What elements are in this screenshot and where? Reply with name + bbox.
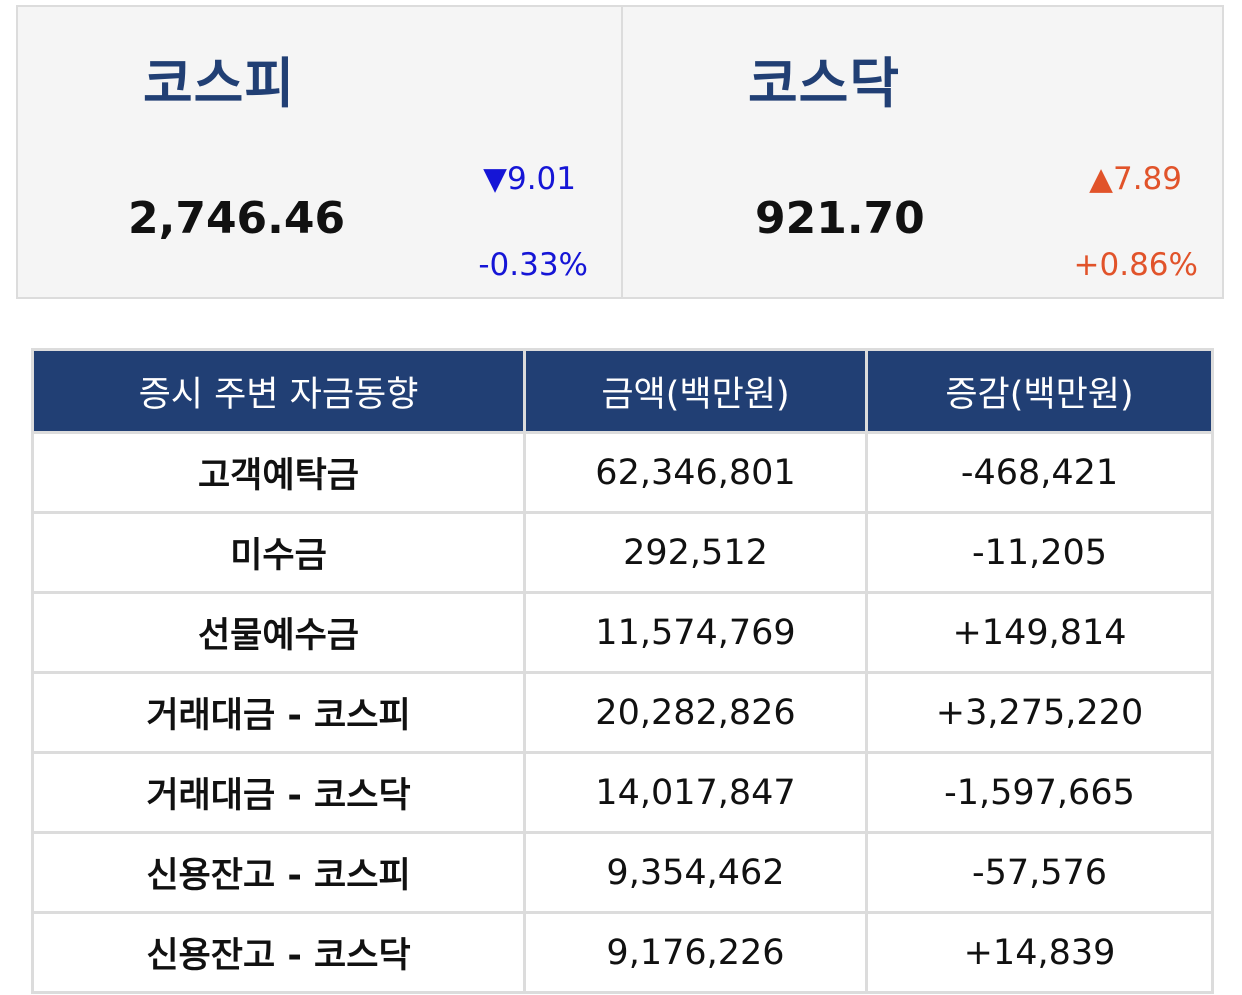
row-item: 미수금: [31, 511, 526, 594]
kospi-value: 2,746.46: [128, 193, 346, 244]
table-row: 거래대금 - 코스피 20,282,826 +3,275,220: [31, 671, 1214, 754]
row-amount: 11,574,769: [523, 591, 868, 674]
table-row: 미수금 292,512 -11,205: [31, 511, 1214, 594]
table-header-row: 증시 주변 자금동향 금액(백만원) 증감(백만원): [31, 348, 1214, 434]
row-amount: 9,354,462: [523, 831, 868, 914]
kospi-change-percent: -0.33%: [478, 247, 588, 283]
kospi-name: 코스피: [143, 52, 296, 115]
table-row: 신용잔고 - 코스피 9,354,462 -57,576: [31, 831, 1214, 914]
row-amount: 20,282,826: [523, 671, 868, 754]
kosdaq-change: ▲7.89: [1089, 161, 1182, 197]
row-item: 선물예수금: [31, 591, 526, 674]
header-item: 증시 주변 자금동향: [31, 348, 526, 434]
table-row: 고객예탁금 62,346,801 -468,421: [31, 431, 1214, 514]
row-item: 신용잔고 - 코스닥: [31, 911, 526, 994]
kosdaq-name: 코스닥: [748, 52, 901, 115]
table-row: 신용잔고 - 코스닥 9,176,226 +14,839: [31, 911, 1214, 994]
row-change: -11,205: [865, 511, 1214, 594]
row-item: 고객예탁금: [31, 431, 526, 514]
header-change: 증감(백만원): [865, 348, 1214, 434]
row-item: 거래대금 - 코스피: [31, 671, 526, 754]
kosdaq-value: 921.70: [755, 193, 925, 244]
row-amount: 292,512: [523, 511, 868, 594]
row-change: +149,814: [865, 591, 1214, 674]
row-change: +3,275,220: [865, 671, 1214, 754]
index-divider: [621, 7, 623, 297]
kospi-change: ▼9.01: [483, 161, 576, 197]
row-amount: 9,176,226: [523, 911, 868, 994]
row-item: 신용잔고 - 코스피: [31, 831, 526, 914]
row-change: -1,597,665: [865, 751, 1214, 834]
fund-flow-table: 증시 주변 자금동향 금액(백만원) 증감(백만원) 고객예탁금 62,346,…: [31, 348, 1214, 994]
row-change: -468,421: [865, 431, 1214, 514]
row-change: +14,839: [865, 911, 1214, 994]
row-amount: 62,346,801: [523, 431, 868, 514]
row-change: -57,576: [865, 831, 1214, 914]
row-item: 거래대금 - 코스닥: [31, 751, 526, 834]
kosdaq-change-percent: +0.86%: [1073, 247, 1198, 283]
index-summary-panel: 코스피 2,746.46 ▼9.01 -0.33% 코스닥 921.70 ▲7.…: [16, 5, 1224, 299]
table-row: 선물예수금 11,574,769 +149,814: [31, 591, 1214, 674]
header-amount: 금액(백만원): [523, 348, 868, 434]
row-amount: 14,017,847: [523, 751, 868, 834]
table-row: 거래대금 - 코스닥 14,017,847 -1,597,665: [31, 751, 1214, 834]
